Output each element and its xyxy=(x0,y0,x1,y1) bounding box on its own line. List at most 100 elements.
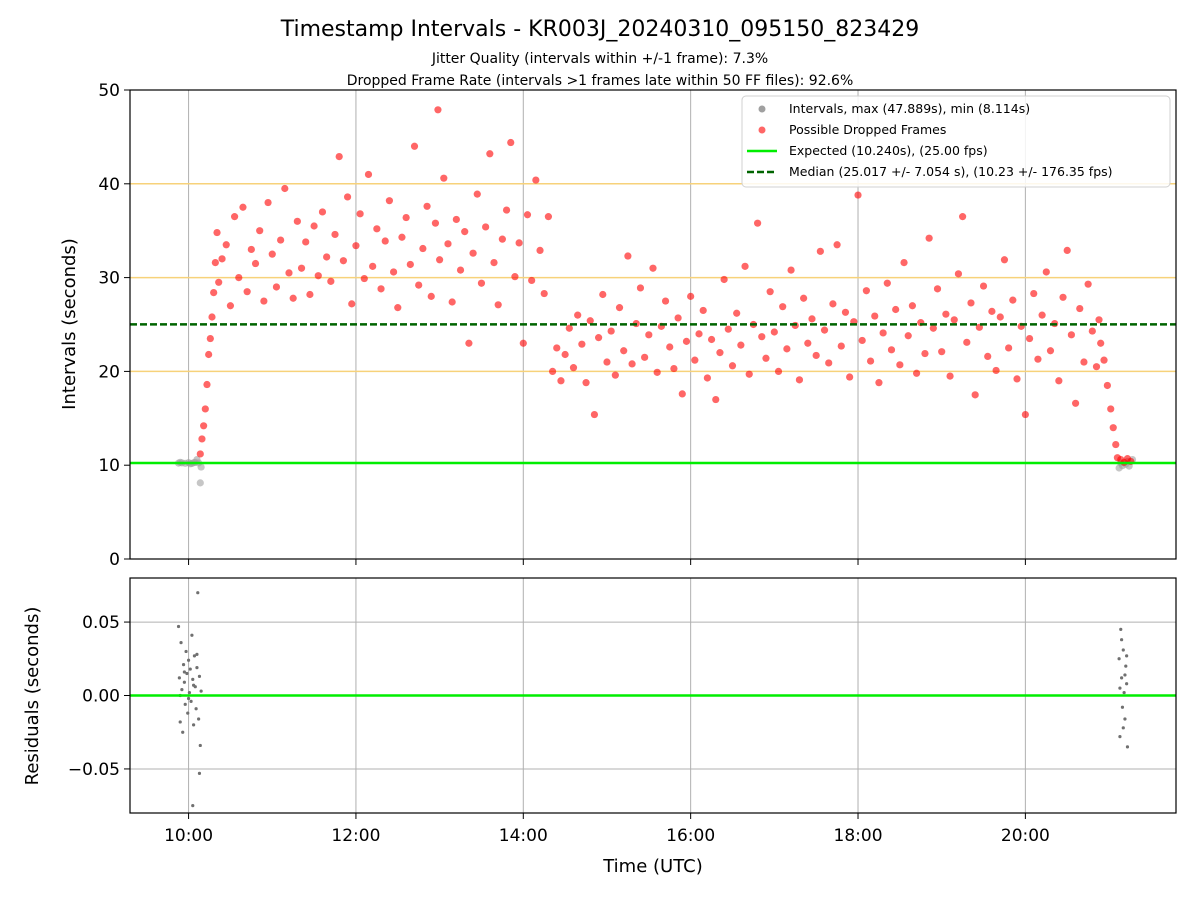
dropped-frame-point xyxy=(203,380,211,389)
legend-label-expected: Expected (10.240s), (25.00 fps) xyxy=(789,143,988,158)
dropped-frame-point xyxy=(211,258,219,267)
dropped-frame-point xyxy=(377,285,385,293)
dropped-frame-point xyxy=(816,247,824,255)
dropped-frame-point xyxy=(1063,246,1071,254)
dropped-frame-point xyxy=(687,292,695,300)
dropped-frame-point xyxy=(394,304,402,312)
dropped-frame-point xyxy=(971,391,979,399)
dropped-frame-point xyxy=(235,274,243,282)
residual-point xyxy=(182,670,186,674)
dropped-frame-point xyxy=(1025,334,1034,343)
dropped-frame-point xyxy=(272,283,281,291)
residual-point xyxy=(1123,673,1127,677)
dropped-frame-point xyxy=(415,281,423,289)
dropped-frame-point xyxy=(289,294,297,302)
dropped-frame-point xyxy=(364,170,373,179)
dropped-frame-point xyxy=(456,266,465,274)
dropped-frame-point xyxy=(1084,280,1092,288)
dropped-frame-point xyxy=(268,250,276,258)
residual-point xyxy=(190,633,194,637)
residual-point xyxy=(191,804,195,808)
dropped-frame-point xyxy=(929,324,937,332)
residual-point xyxy=(191,723,196,727)
residual-point xyxy=(186,658,191,662)
dropped-frame-point xyxy=(427,292,435,300)
dropped-frame-point xyxy=(825,359,833,367)
dropped-frame-point xyxy=(431,219,440,227)
dropped-frame-point xyxy=(196,450,204,458)
dropped-frame-point xyxy=(733,309,741,317)
dropped-frame-point xyxy=(477,279,486,287)
top-y-tick-label: 20 xyxy=(98,362,120,382)
dropped-frame-point xyxy=(1042,268,1050,276)
dropped-frame-point xyxy=(611,371,619,379)
dropped-frame-point xyxy=(461,228,469,236)
dropped-frame-point xyxy=(1071,399,1080,407)
bottom-x-axis: 10:00 12:00 14:00 16:00 18:00 20:00 xyxy=(164,813,1050,846)
dropped-frame-point xyxy=(820,326,829,334)
dropped-frame-point xyxy=(1067,331,1075,339)
dropped-frame-point xyxy=(226,302,235,310)
residual-point xyxy=(184,649,188,654)
dropped-frame-point xyxy=(737,341,745,349)
dropped-frame-point xyxy=(942,310,950,318)
residual-point xyxy=(181,730,185,734)
dropped-frame-point xyxy=(795,376,804,384)
dropped-frame-point xyxy=(402,213,410,222)
dropped-frame-point xyxy=(1038,311,1046,319)
dropped-frame-point xyxy=(783,345,791,353)
dropped-frame-point xyxy=(695,330,703,338)
dropped-frame-point xyxy=(950,316,958,324)
dropped-frame-point xyxy=(200,422,208,430)
dropped-frame-point xyxy=(482,223,490,231)
dropped-frame-point xyxy=(887,346,896,354)
residual-point xyxy=(178,720,182,724)
dropped-frame-point xyxy=(967,299,975,307)
dropped-frame-point xyxy=(448,298,456,306)
dropped-frame-point xyxy=(1000,256,1009,264)
dropped-frame-point xyxy=(707,335,716,344)
residual-point xyxy=(1122,690,1126,695)
residual-point xyxy=(185,671,189,676)
dropped-frame-point xyxy=(469,249,477,257)
dropped-frame-point xyxy=(963,338,971,346)
top-plot-frame xyxy=(129,89,1177,560)
residual-point xyxy=(197,674,202,679)
residual-point xyxy=(182,680,186,684)
dropped-frame-point xyxy=(804,339,812,347)
residual-point xyxy=(177,676,181,680)
dropped-frame-point xyxy=(206,334,214,343)
dropped-frame-point xyxy=(360,274,368,283)
residual-point xyxy=(191,683,196,687)
dropped-frame-point xyxy=(875,379,883,387)
dropped-frame-point xyxy=(260,297,268,305)
dropped-frame-point xyxy=(745,370,753,378)
dropped-frame-point xyxy=(636,284,645,292)
dropped-frame-point xyxy=(494,301,502,309)
chart-subtitle-1: Jitter Quality (intervals within +/-1 fr… xyxy=(431,51,768,67)
dropped-frame-point xyxy=(984,352,992,360)
residual-point xyxy=(1119,627,1123,632)
dropped-frame-point xyxy=(699,306,707,315)
dropped-frame-point xyxy=(716,349,724,357)
dropped-frame-point xyxy=(841,308,850,316)
dropped-frame-point xyxy=(661,297,670,305)
dropped-frame-point xyxy=(553,344,561,352)
dropped-frame-point xyxy=(498,235,506,243)
dropped-frame-point xyxy=(532,176,540,184)
dropped-frame-point xyxy=(297,264,306,272)
dropped-frame-point xyxy=(833,241,841,249)
dropped-frame-point xyxy=(302,238,310,246)
dropped-frame-point xyxy=(628,360,636,368)
dropped-frame-point xyxy=(208,313,216,321)
dropped-frame-point xyxy=(829,300,837,308)
dropped-frame-point xyxy=(557,377,565,385)
dropped-frame-point xyxy=(862,287,870,295)
dropped-frame-point xyxy=(1103,381,1111,390)
dropped-frame-point xyxy=(306,290,314,299)
legend: Intervals, max (47.889s), min (8.114s) P… xyxy=(741,95,1171,188)
x-tick-label: 18:00 xyxy=(834,826,883,846)
dropped-frame-point xyxy=(436,256,444,264)
dropped-frame-point xyxy=(770,328,778,336)
dropped-frame-point xyxy=(507,138,515,147)
